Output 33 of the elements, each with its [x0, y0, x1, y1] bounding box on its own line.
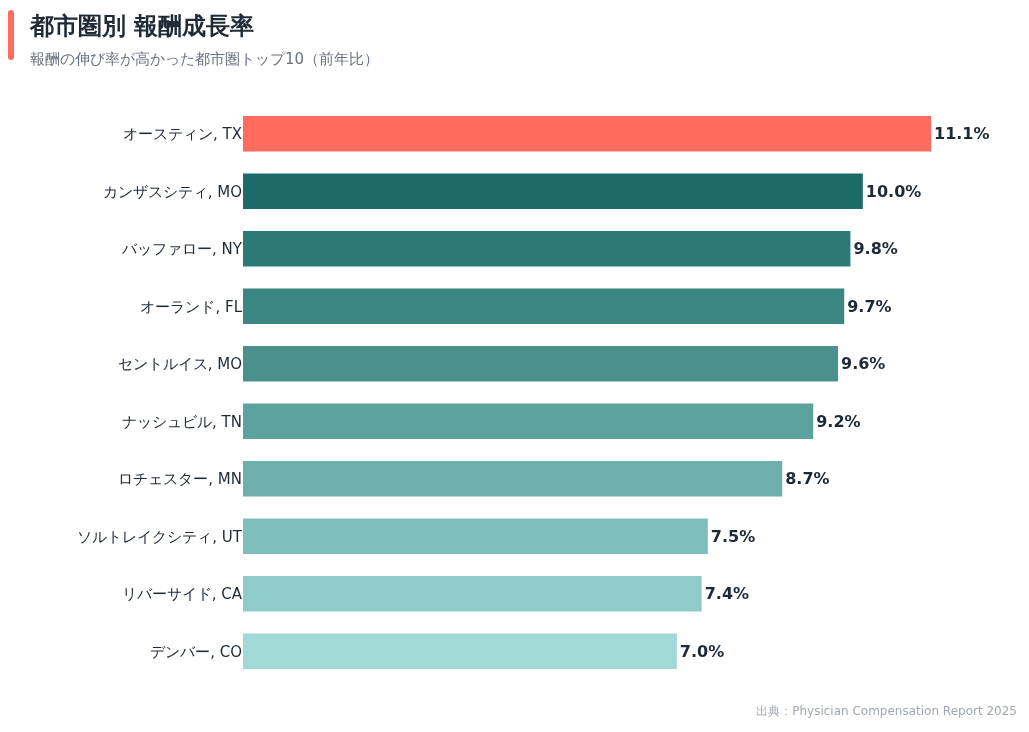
- data-label: 9.2%: [816, 411, 861, 431]
- chart-title: 都市圏別 報酬成長率: [30, 11, 255, 42]
- data-label: 8.7%: [785, 469, 830, 489]
- y-tick-label: オーランド, FL: [140, 297, 243, 316]
- data-label: 7.0%: [679, 641, 725, 661]
- data-label: 9.8%: [853, 239, 898, 259]
- data-label: 9.7%: [847, 296, 892, 316]
- bar: [243, 460, 783, 497]
- y-tick-label: リバーサイド, CA: [121, 585, 243, 603]
- data-label: 10.0%: [865, 181, 922, 201]
- y-tick-label: ソルトレイクシティ, UT: [77, 527, 243, 546]
- data-label: 7.4%: [704, 584, 750, 604]
- y-tick-label: カンザスシティ, MO: [102, 182, 242, 201]
- y-tick-label: デンバー, CO: [150, 642, 242, 661]
- bar: [243, 173, 863, 210]
- bar: [243, 518, 708, 555]
- y-tick-label: オースティン, TX: [123, 125, 242, 143]
- data-label: 7.5%: [710, 526, 756, 546]
- y-tick-label: セントルイス, MO: [117, 355, 242, 373]
- bar: [243, 633, 677, 670]
- bar: [243, 345, 839, 382]
- chart-subtitle: 報酬の伸び率が高かった都市圏トップ10（前年比）: [30, 50, 380, 69]
- bar: [243, 230, 851, 267]
- y-tick-label: ロチェスター, MN: [118, 470, 242, 488]
- bar: [243, 403, 814, 440]
- y-tick-label: ナッシュビル, TN: [122, 412, 242, 431]
- data-label: 11.1%: [934, 124, 990, 144]
- source-note: 出典：Physician Compensation Report 2025: [756, 703, 1017, 720]
- y-tick-label: バッファロー, NY: [121, 240, 243, 258]
- data-label: 9.6%: [841, 354, 886, 374]
- bar: [243, 115, 931, 152]
- bar: [243, 575, 702, 612]
- bar: [243, 288, 845, 325]
